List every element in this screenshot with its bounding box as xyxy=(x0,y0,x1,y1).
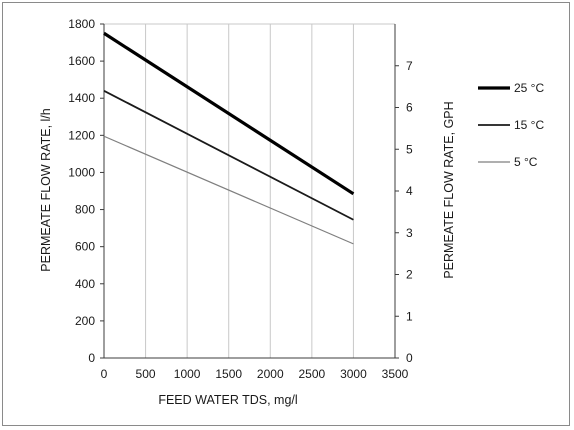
x-axis-label: FEED WATER TDS, mg/l xyxy=(158,393,297,407)
x-tick-label-1: 500 xyxy=(136,367,156,381)
series-line-0 xyxy=(103,31,355,196)
x-tick-label-7: 3500 xyxy=(382,367,409,381)
x-tick-label-6: 3000 xyxy=(340,367,367,381)
series-lines xyxy=(103,31,355,245)
legend-label-0: 25 °C xyxy=(514,81,544,95)
legend-label-1: 15 °C xyxy=(514,118,544,132)
y2-axis-label: PERMEATE FLOW RATE, GPH xyxy=(442,101,456,278)
y2-tick-label-3: 3 xyxy=(406,226,413,240)
y-tick-label-8: 1600 xyxy=(68,54,95,68)
y-tick-label-7: 1400 xyxy=(68,91,95,105)
y-axis-ticks: 0 200 400 600 800 1000 1200 1400 1600 1800 xyxy=(68,17,104,365)
y2-tick-label-1: 1 xyxy=(406,309,413,323)
y2-tick-label-6: 6 xyxy=(406,101,413,115)
y2-tick-label-5: 5 xyxy=(406,142,413,156)
legend: 25 °C 15 °C 5 °C xyxy=(478,81,544,169)
y-tick-label-2: 400 xyxy=(75,277,95,291)
y-tick-label-1: 200 xyxy=(75,314,95,328)
x-tick-label-0: 0 xyxy=(101,367,108,381)
x-tick-label-4: 2000 xyxy=(257,367,284,381)
y-tick-label-4: 800 xyxy=(75,203,95,217)
y2-tick-label-2: 2 xyxy=(406,268,413,282)
y-tick-label-0: 0 xyxy=(88,351,95,365)
series-line-2 xyxy=(103,135,354,245)
y-tick-label-9: 1800 xyxy=(68,17,95,31)
x-tick-label-3: 1500 xyxy=(215,367,242,381)
x-axis-ticks: 0 500 1000 1500 2000 2500 3000 3500 xyxy=(101,367,409,381)
legend-label-2: 5 °C xyxy=(514,155,538,169)
y-tick-label-6: 1200 xyxy=(68,128,95,142)
y2-tick-label-4: 4 xyxy=(406,184,413,198)
x-tick-label-5: 2500 xyxy=(299,367,326,381)
y2-axis-ticks: 0 1 2 3 4 5 6 7 xyxy=(395,59,413,365)
x-tick-label-2: 1000 xyxy=(174,367,201,381)
y2-tick-label-0: 0 xyxy=(406,351,413,365)
y-tick-label-3: 600 xyxy=(75,240,95,254)
y-tick-label-5: 1000 xyxy=(68,165,95,179)
series-line-1 xyxy=(103,90,354,221)
y2-tick-label-7: 7 xyxy=(406,59,413,73)
chart-frame xyxy=(2,2,570,426)
y-axis-label: PERMEATE FLOW RATE, l/h xyxy=(39,108,53,271)
